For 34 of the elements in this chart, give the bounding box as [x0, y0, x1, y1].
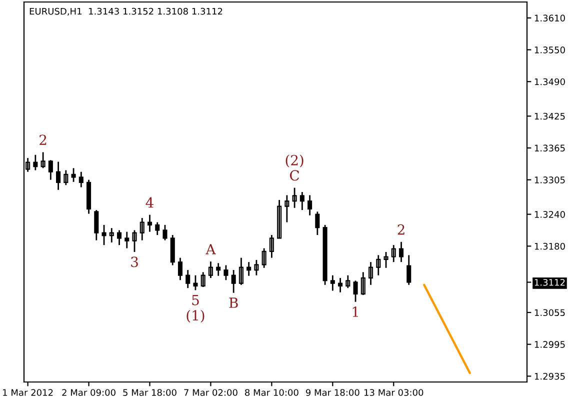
annotation: (2) — [286, 154, 304, 168]
annotation: 4 — [146, 197, 154, 208]
y-tick-label: 1.3305 — [534, 176, 565, 184]
annotation: 5 — [192, 295, 199, 306]
annotation: 1 — [352, 306, 358, 317]
annotation: C — [290, 170, 300, 181]
candlestick — [132, 230, 137, 253]
x-tick-label: 7 Mar 02:00 — [184, 389, 238, 396]
y-tick-label: 1.3180 — [534, 242, 565, 250]
y-tick-label: 1.3490 — [534, 78, 565, 86]
y-tick-label: 1.3055 — [534, 309, 565, 316]
x-tick-label: 1 Mar 2012 — [3, 389, 53, 396]
y-tick-label: 1.3240 — [534, 211, 565, 218]
x-tick-label: 5 Mar 18:00 — [123, 389, 176, 396]
y-tick-label: 1.3425 — [534, 112, 565, 120]
y-tick-label: 1.3365 — [534, 144, 565, 152]
annotation: 2 — [398, 224, 404, 235]
candlestick — [162, 224, 168, 241]
candlestick — [384, 251, 388, 269]
y-tick-label: 1.3610 — [534, 14, 565, 22]
text: EURUSD,H1 1.3143 1.3152 1.3108 1.3112 — [30, 8, 222, 16]
x-tick-label: 8 Mar 10:00 — [245, 389, 298, 396]
annotation: B — [229, 298, 238, 308]
annotation: A — [206, 244, 216, 254]
x-tick-label: 13 Mar 03:00 — [364, 389, 424, 396]
y-tick-label: 1.2935 — [534, 372, 565, 380]
x-tick-label: 2 Mar 09:00 — [62, 389, 116, 396]
y-tick-label: 1.3112 — [534, 278, 565, 286]
x-tick-label: 9 Mar 18:00 — [306, 389, 360, 396]
y-tick-label: 1.3550 — [534, 46, 565, 54]
annotation: 3 — [131, 256, 138, 268]
annotation: 2 — [40, 134, 46, 145]
annotation: (1) — [186, 310, 204, 323]
y-tick-label: 1.2995 — [534, 341, 565, 348]
